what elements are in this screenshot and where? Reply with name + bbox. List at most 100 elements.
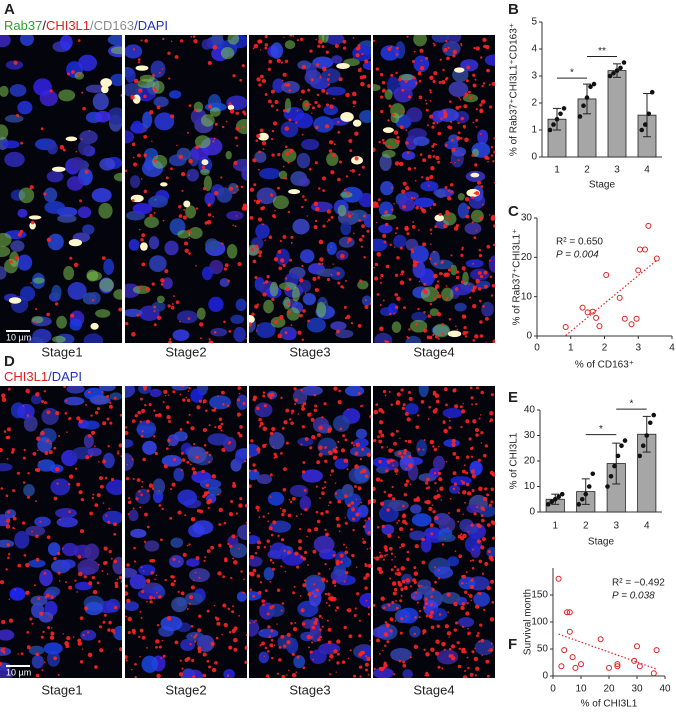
red-signal (379, 73, 384, 77)
red-signal (280, 634, 285, 639)
red-signal (175, 300, 180, 304)
red-signal (334, 43, 339, 48)
nucleus (125, 308, 143, 317)
red-signal (249, 531, 251, 534)
stain-label: /CD163 (90, 18, 134, 33)
red-signal (438, 445, 440, 448)
red-signal (278, 658, 282, 662)
data-point (581, 103, 586, 108)
green-signal (284, 98, 292, 113)
red-signal (352, 444, 355, 447)
red-signal (361, 234, 365, 238)
nucleus (17, 208, 28, 218)
red-signal (43, 192, 47, 196)
red-signal (376, 252, 382, 257)
green-signal (156, 295, 165, 304)
red-signal (272, 121, 278, 126)
red-signal (446, 631, 452, 636)
red-signal (477, 591, 480, 595)
red-signal (387, 119, 390, 122)
red-signal (402, 204, 407, 209)
red-signal (486, 523, 491, 527)
red-signal (57, 551, 61, 556)
red-signal (313, 620, 318, 626)
red-signal (232, 483, 237, 489)
red-signal (427, 314, 431, 318)
red-signal (476, 539, 481, 544)
red-signal (424, 674, 426, 677)
red-signal (118, 307, 122, 312)
red-signal (357, 68, 362, 73)
red-signal (184, 241, 188, 246)
red-signal (389, 140, 392, 143)
red-signal (440, 117, 443, 120)
red-signal (320, 511, 324, 516)
nucleus (301, 619, 316, 629)
nucleus (0, 514, 11, 527)
red-signal (188, 237, 191, 240)
red-signal (386, 508, 390, 512)
red-signal (14, 588, 17, 591)
red-signal (307, 592, 312, 597)
data-point (636, 246, 643, 253)
red-signal (367, 516, 371, 521)
red-signal (313, 594, 317, 598)
red-signal (170, 488, 173, 491)
red-signal (274, 320, 278, 324)
red-signal (187, 390, 190, 392)
red-signal (340, 285, 344, 289)
nucleus (142, 440, 157, 455)
red-signal (235, 512, 239, 515)
nucleus (103, 258, 115, 275)
red-signal (203, 559, 206, 562)
red-signal (287, 302, 291, 306)
red-signal (87, 631, 90, 634)
red-signal (181, 667, 184, 670)
red-signal (449, 120, 453, 123)
red-signal (132, 631, 136, 635)
red-signal (464, 670, 466, 672)
red-signal (329, 104, 334, 109)
red-signal (413, 50, 416, 53)
red-signal (178, 214, 183, 218)
red-signal (316, 588, 320, 592)
red-signal (395, 273, 399, 277)
red-signal (31, 622, 34, 625)
y-tick-label: 100 (531, 617, 548, 628)
white-signal (201, 159, 209, 166)
red-signal (482, 453, 487, 458)
red-signal (299, 277, 304, 283)
red-signal (168, 340, 172, 343)
nucleus (132, 202, 153, 215)
red-signal (449, 100, 452, 103)
red-signal (177, 510, 182, 515)
red-signal (0, 238, 3, 241)
red-signal (403, 306, 406, 310)
nucleus (211, 35, 223, 46)
red-signal (180, 451, 184, 455)
red-signal (190, 426, 195, 431)
red-signal (92, 589, 98, 595)
red-signal (490, 294, 494, 297)
red-signal (435, 639, 440, 644)
red-signal (379, 304, 382, 307)
red-signal (0, 447, 3, 453)
red-signal (1, 395, 5, 399)
red-signal (184, 248, 189, 253)
nucleus (164, 240, 179, 256)
red-signal (425, 176, 430, 181)
red-signal (417, 584, 421, 588)
red-signal (289, 258, 292, 262)
red-signal (270, 89, 275, 94)
red-signal (443, 272, 448, 278)
red-signal (298, 546, 302, 551)
red-signal (286, 674, 288, 676)
red-signal (143, 540, 147, 544)
nucleus (432, 259, 454, 270)
nucleus (99, 158, 116, 171)
nucleus (85, 84, 106, 94)
red-signal (220, 429, 223, 432)
red-signal (379, 277, 382, 279)
red-signal (11, 450, 15, 454)
red-signal (480, 506, 485, 511)
